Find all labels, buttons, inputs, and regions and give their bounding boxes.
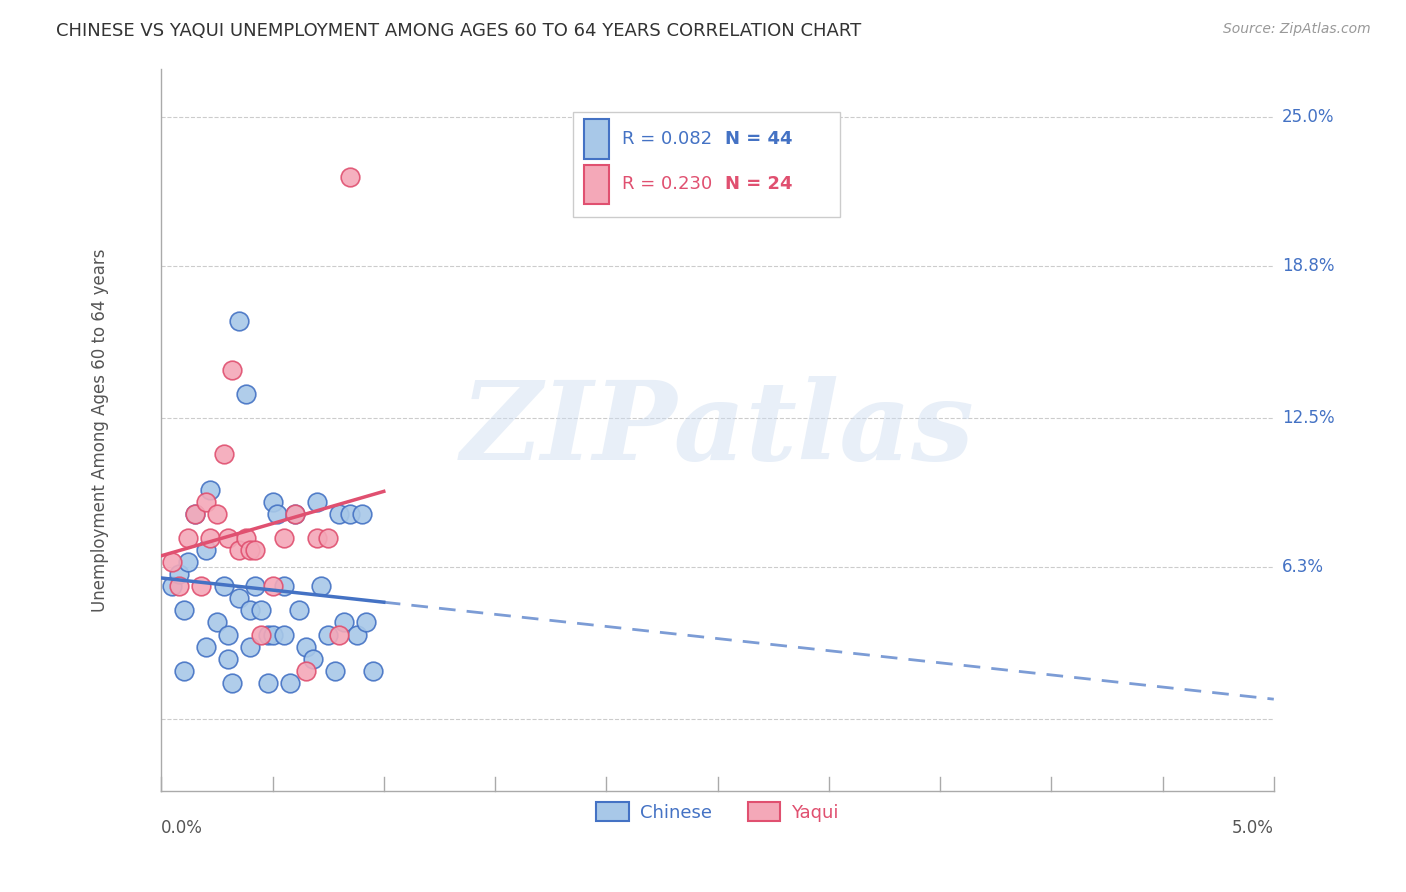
Point xyxy=(328,507,350,521)
Point xyxy=(295,640,318,654)
Point xyxy=(278,675,301,690)
Text: N = 44: N = 44 xyxy=(725,130,793,148)
Point xyxy=(250,627,273,641)
FancyBboxPatch shape xyxy=(583,120,609,159)
Point xyxy=(346,627,368,641)
Point xyxy=(217,627,239,641)
Point xyxy=(288,603,311,617)
Point xyxy=(305,495,328,509)
Point xyxy=(228,543,250,558)
Point xyxy=(316,627,339,641)
Point xyxy=(228,314,250,328)
Point xyxy=(205,507,228,521)
Point xyxy=(183,507,205,521)
Text: 12.5%: 12.5% xyxy=(1282,409,1334,426)
Point xyxy=(239,640,262,654)
Point xyxy=(177,555,200,569)
Point xyxy=(257,627,280,641)
Point xyxy=(221,675,243,690)
Point xyxy=(332,615,354,630)
Point xyxy=(316,531,339,545)
Text: 18.8%: 18.8% xyxy=(1282,257,1334,275)
Point xyxy=(212,447,235,461)
Point xyxy=(194,640,217,654)
Point xyxy=(235,386,257,401)
Text: R = 0.230: R = 0.230 xyxy=(621,175,711,194)
Point xyxy=(354,615,377,630)
Point xyxy=(162,579,184,593)
Point xyxy=(284,507,307,521)
Text: 0.0%: 0.0% xyxy=(162,819,202,837)
Point xyxy=(205,615,228,630)
Point xyxy=(217,531,239,545)
Point xyxy=(262,627,284,641)
Point xyxy=(173,603,195,617)
Text: CHINESE VS YAQUI UNEMPLOYMENT AMONG AGES 60 TO 64 YEARS CORRELATION CHART: CHINESE VS YAQUI UNEMPLOYMENT AMONG AGES… xyxy=(56,22,862,40)
Point xyxy=(173,664,195,678)
Point xyxy=(167,579,190,593)
FancyBboxPatch shape xyxy=(572,112,839,217)
Point xyxy=(339,169,361,184)
Point xyxy=(162,555,184,569)
Point xyxy=(305,531,328,545)
Text: R = 0.082: R = 0.082 xyxy=(621,130,711,148)
Point xyxy=(243,579,266,593)
Point xyxy=(194,495,217,509)
Point xyxy=(273,627,295,641)
Text: 25.0%: 25.0% xyxy=(1282,108,1334,126)
Point xyxy=(239,603,262,617)
FancyBboxPatch shape xyxy=(583,165,609,204)
Point xyxy=(221,362,243,376)
Point xyxy=(262,495,284,509)
Point xyxy=(301,651,323,665)
Point xyxy=(194,543,217,558)
Legend: Chinese, Yaqui: Chinese, Yaqui xyxy=(589,796,846,829)
Point xyxy=(339,507,361,521)
Point xyxy=(183,507,205,521)
Point xyxy=(217,651,239,665)
Point xyxy=(235,531,257,545)
Point xyxy=(257,675,280,690)
Point xyxy=(266,507,288,521)
Point xyxy=(273,579,295,593)
Text: 5.0%: 5.0% xyxy=(1232,819,1274,837)
Text: ZIPatlas: ZIPatlas xyxy=(461,376,974,483)
Point xyxy=(284,507,307,521)
Point xyxy=(243,543,266,558)
Point xyxy=(328,627,350,641)
Point xyxy=(250,603,273,617)
Text: Unemployment Among Ages 60 to 64 years: Unemployment Among Ages 60 to 64 years xyxy=(91,248,110,612)
Point xyxy=(361,664,384,678)
Point xyxy=(323,664,346,678)
Point xyxy=(273,531,295,545)
Point xyxy=(200,531,222,545)
Point xyxy=(190,579,212,593)
Point xyxy=(262,579,284,593)
Point xyxy=(177,531,200,545)
Point xyxy=(295,664,318,678)
Point xyxy=(200,483,222,497)
Text: N = 24: N = 24 xyxy=(725,175,793,194)
Point xyxy=(311,579,333,593)
Point xyxy=(350,507,373,521)
Point xyxy=(212,579,235,593)
Text: 6.3%: 6.3% xyxy=(1282,558,1324,576)
Text: Source: ZipAtlas.com: Source: ZipAtlas.com xyxy=(1223,22,1371,37)
Point xyxy=(228,591,250,606)
Point xyxy=(167,567,190,582)
Point xyxy=(239,543,262,558)
